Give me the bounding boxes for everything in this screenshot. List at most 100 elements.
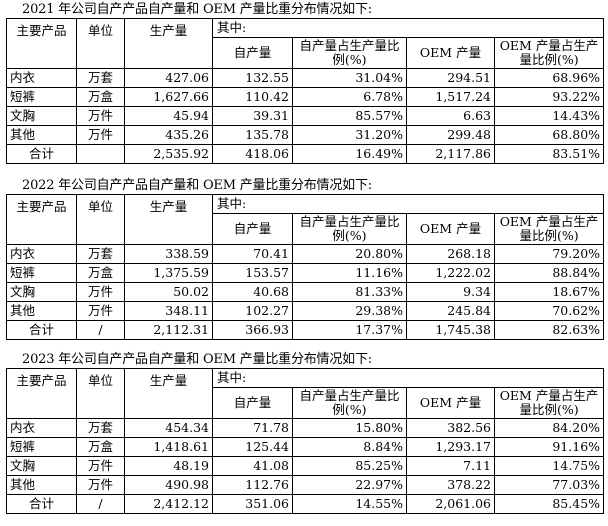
total-label: 合计	[6, 494, 77, 514]
product-name: 短裤	[6, 87, 77, 107]
oem-output-value: 1,293.17	[406, 437, 495, 457]
production-table: 主要产品 单位 生产量 其中: 自产量 自产量占生产量比例(%) OEM 产量 OEM 产量占…	[6, 18, 605, 164]
self-output-value: 132.55	[212, 68, 293, 88]
header-oem-ratio: OEM 产量占生产量比例(%)	[493, 37, 605, 69]
unit: 万盒	[76, 263, 125, 283]
production-value: 1,418.61	[124, 437, 213, 457]
product-name: 其他	[6, 301, 77, 321]
oem-ratio-value: 93.22%	[493, 87, 605, 107]
production-table: 主要产品 单位 生产量 其中: 自产量 自产量占生产量比例(%) OEM 产量 OEM 产量占…	[6, 194, 605, 340]
oem-ratio-value: 14.75%	[493, 456, 605, 476]
header-of-which: 其中:	[211, 18, 605, 38]
self-ratio-value: 85.57%	[292, 106, 407, 126]
oem-ratio-value: 88.84%	[493, 263, 605, 283]
unit: 万套	[76, 418, 125, 438]
total-row: 合计/2,112.31 366.93 17.37% 1,745.38 82.63%	[6, 320, 605, 340]
oem-output-value: 294.51	[406, 68, 495, 88]
oem-ratio-value: 84.20%	[493, 418, 605, 438]
self-output-value: 153.57	[212, 263, 293, 283]
product-name: 文胸	[6, 106, 77, 126]
total-unit	[76, 144, 125, 164]
header-self-output: 自产量	[212, 37, 293, 69]
table-row: 文胸 万件 45.94 39.31 85.57% 6.63 14.43%	[6, 106, 605, 126]
header-self-ratio: 自产量占生产量比例(%)	[292, 37, 407, 69]
production-value: 1,375.59	[124, 263, 213, 283]
header-oem-output: OEM 产量	[406, 387, 495, 419]
oem-output-value: 378.22	[406, 475, 495, 495]
header-unit: 单位	[76, 368, 125, 419]
oem-ratio-value: 77.03%	[493, 475, 605, 495]
oem-output-value: 6.63	[406, 106, 495, 126]
production-value: 50.02	[124, 282, 213, 302]
total-oem-ratio: 82.63%	[493, 320, 605, 340]
table-caption: 2022 年公司自产产品自产量和 OEM 产量比重分布情况如下:	[22, 178, 372, 193]
product-name: 内衣	[6, 418, 77, 438]
total-production: 2,112.31	[124, 320, 213, 340]
self-output-value: 41.08	[212, 456, 293, 476]
total-oem-ratio: 83.51%	[493, 144, 605, 164]
production-value: 1,627.66	[124, 87, 213, 107]
header-row: 主要产品 单位 生产量 其中:	[6, 194, 605, 245]
self-ratio-value: 8.84%	[292, 437, 407, 457]
self-output-value: 70.41	[212, 244, 293, 264]
unit: 万盒	[76, 437, 125, 457]
oem-output-value: 268.18	[406, 244, 495, 264]
total-self-output: 418.06	[212, 144, 293, 164]
total-oem-output: 1,745.38	[406, 320, 495, 340]
total-label: 合计	[6, 320, 77, 340]
table-row: 内衣 万套 338.59 70.41 20.80% 268.18 79.20%	[6, 244, 605, 264]
self-output-value: 71.78	[212, 418, 293, 438]
header-oem-output: OEM 产量	[406, 213, 495, 245]
oem-output-value: 245.84	[406, 301, 495, 321]
self-ratio-value: 6.78%	[292, 87, 407, 107]
self-output-value: 39.31	[212, 106, 293, 126]
oem-output-value: 1,517.24	[406, 87, 495, 107]
oem-output-value: 382.56	[406, 418, 495, 438]
oem-ratio-value: 68.96%	[493, 68, 605, 88]
self-ratio-value: 11.16%	[292, 263, 407, 283]
product-name: 文胸	[6, 456, 77, 476]
production-value: 45.94	[124, 106, 213, 126]
self-output-value: 112.76	[212, 475, 293, 495]
header-self-output: 自产量	[212, 387, 293, 419]
oem-ratio-value: 79.20%	[493, 244, 605, 264]
oem-output-value: 9.34	[406, 282, 495, 302]
table-row: 短裤 万盒 1,418.61 125.44 8.84% 1,293.17 91.16%	[6, 437, 605, 457]
product-name: 其他	[6, 125, 77, 145]
production-value: 490.98	[124, 475, 213, 495]
table-row: 内衣 万套 427.06 132.55 31.04% 294.51 68.96%	[6, 68, 605, 88]
table-row: 文胸 万件 50.02 40.68 81.33% 9.34 18.67%	[6, 282, 605, 302]
product-name: 内衣	[6, 244, 77, 264]
total-oem-output: 2,061.06	[406, 494, 495, 514]
unit: 万件	[76, 282, 125, 302]
oem-output-value: 1,222.02	[406, 263, 495, 283]
production-value: 454.34	[124, 418, 213, 438]
header-unit: 单位	[76, 194, 125, 245]
header-product: 主要产品	[6, 194, 77, 245]
table-row: 内衣 万套 454.34 71.78 15.80% 382.56 84.20%	[6, 418, 605, 438]
table-row: 文胸 万件 48.19 41.08 85.25% 7.11 14.75%	[6, 456, 605, 476]
self-output-value: 125.44	[212, 437, 293, 457]
oem-ratio-value: 70.62%	[493, 301, 605, 321]
oem-ratio-value: 18.67%	[493, 282, 605, 302]
unit: 万件	[76, 301, 125, 321]
unit: 万盒	[76, 87, 125, 107]
self-output-value: 40.68	[212, 282, 293, 302]
header-self-ratio: 自产量占生产量比例(%)	[292, 387, 407, 419]
product-name: 其他	[6, 475, 77, 495]
table-row: 其他 万件 490.98 112.76 22.97% 378.22 77.03%	[6, 475, 605, 495]
header-production: 生产量	[124, 368, 213, 419]
subheader-row: 自产量 自产量占生产量比例(%) OEM 产量 OEM 产量占生产量比例(%)	[7, 37, 605, 69]
header-of-which: 其中:	[211, 194, 605, 214]
header-production: 生产量	[124, 194, 213, 245]
unit: 万件	[76, 106, 125, 126]
header-production: 生产量	[124, 18, 213, 69]
total-row: 合计/2,412.12 351.06 14.55% 2,061.06 85.45%	[6, 494, 605, 514]
self-ratio-value: 22.97%	[292, 475, 407, 495]
table-row: 其他 万件 435.26 135.78 31.20% 299.48 68.80%	[6, 125, 605, 145]
product-name: 文胸	[6, 282, 77, 302]
production-value: 48.19	[124, 456, 213, 476]
unit: 万件	[76, 125, 125, 145]
header-oem-ratio: OEM 产量占生产量比例(%)	[493, 213, 605, 245]
